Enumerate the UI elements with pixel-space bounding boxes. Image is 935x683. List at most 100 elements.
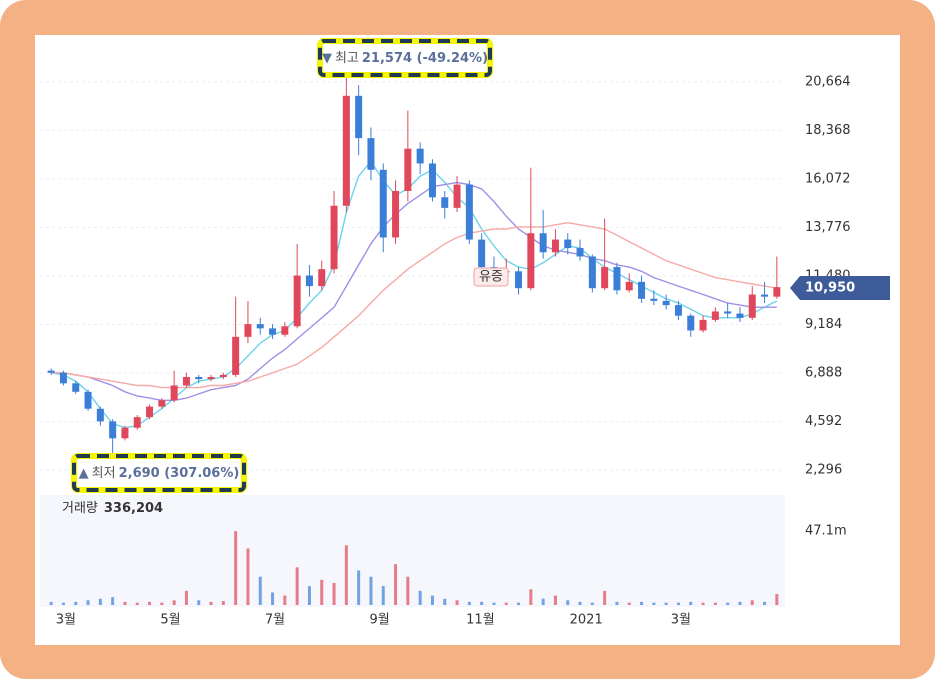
event-badge [473, 267, 509, 287]
volume-bar [603, 590, 607, 605]
low-annotation: ▲ 최저 2,690 (307.06%) [79, 466, 240, 481]
volume-label: 거래량 336,204 [62, 501, 163, 516]
volume-area [40, 495, 785, 607]
volume-last: 336,204 [104, 501, 163, 516]
candle-body [59, 372, 67, 384]
candle-body [293, 275, 301, 327]
volume-bar [332, 583, 336, 605]
candle-body [47, 370, 55, 373]
volume-bar [135, 602, 139, 605]
candle-body [748, 294, 756, 318]
volume-title: 거래량 [62, 501, 98, 516]
volume-bar [713, 602, 717, 605]
volume-bar [197, 600, 201, 605]
candle-body [564, 239, 572, 249]
candle-body [121, 427, 129, 439]
volume-bar [443, 598, 447, 605]
volume-bar [49, 601, 53, 605]
candle-body [244, 324, 252, 337]
volume-bar [307, 586, 311, 605]
volume-bar [640, 601, 644, 605]
volume-bar [148, 601, 152, 605]
candle-body [392, 190, 400, 238]
volume-bar [664, 602, 668, 605]
volume-bar [652, 602, 656, 605]
current-price: 10,950 [805, 281, 855, 296]
candle-body [515, 271, 523, 289]
candle-body [232, 336, 240, 375]
volume-bar [590, 602, 594, 605]
event-marker: 유증 [479, 270, 503, 285]
low-annotation-box-dash [72, 454, 246, 492]
candle-body [207, 376, 215, 380]
candle-body [674, 305, 682, 316]
volume-bar [750, 600, 754, 605]
candle-body [478, 239, 486, 268]
volume-bar [480, 601, 484, 605]
volume-bar [726, 602, 730, 605]
volume-bar [221, 601, 225, 605]
high-annotation-marker: ▼ [322, 51, 332, 66]
volume-bar [430, 595, 434, 605]
candle-body [379, 169, 387, 238]
x-tick-label: 7월 [265, 613, 285, 628]
candle-body [441, 197, 449, 208]
candle-body [724, 311, 732, 314]
x-tick-label: 3월 [56, 613, 76, 628]
volume-bar [394, 564, 398, 605]
candle-body [625, 281, 633, 291]
candle-body [428, 163, 436, 198]
candle-body [527, 233, 535, 289]
candle-body [539, 233, 547, 253]
volume-bar [455, 600, 459, 605]
candle-body [453, 184, 461, 208]
low-annotation-label: 최저 [92, 466, 116, 481]
candle-body [305, 275, 313, 287]
candle-body [773, 287, 781, 297]
volume-bar [676, 602, 680, 605]
candle-body [342, 95, 350, 206]
volume-bar [320, 579, 324, 605]
volume-bar [61, 602, 65, 605]
candle-body [588, 256, 596, 289]
y-tick-label: 20,664 [805, 74, 851, 89]
volume-bar [775, 594, 779, 605]
y-tick-label: 9,184 [805, 317, 842, 332]
volume-bar [184, 590, 188, 605]
volume-bar [283, 595, 287, 605]
volume-bar [160, 602, 164, 605]
volume-bar [701, 602, 705, 605]
volume-bar [566, 600, 570, 605]
volume-bar [517, 602, 521, 605]
x-tick-label: 9월 [369, 613, 389, 628]
low-annotation-text: 2,690 (307.06%) [119, 466, 240, 481]
x-tick-label: 3월 [671, 613, 691, 628]
candle-body [699, 319, 707, 331]
candle-body [404, 148, 412, 191]
candle-body [281, 326, 289, 335]
moving-average [51, 181, 777, 401]
candle-body [576, 248, 584, 257]
high-annotation-text: 21,574 (-49.24%) [362, 51, 488, 66]
x-tick-label: 5월 [160, 613, 180, 628]
candle-body [146, 406, 154, 418]
candle-body [219, 374, 227, 377]
volume-bar [553, 595, 557, 605]
y-tick-label: 4,592 [805, 414, 842, 429]
high-annotation-box-dash [318, 39, 492, 77]
candle-body [170, 385, 178, 401]
y-tick-label: 16,072 [805, 171, 851, 186]
candle-body [158, 400, 166, 407]
candle-body [601, 267, 609, 289]
volume-bar [529, 589, 533, 605]
volume-bar [209, 601, 213, 605]
candle-body [330, 205, 338, 270]
y-tick-label: 18,368 [805, 123, 851, 138]
y-tick-label: 13,776 [805, 220, 851, 235]
volume-tick-label: 47.1m [805, 523, 847, 538]
volume-bar [467, 601, 471, 605]
volume-bar [504, 602, 508, 605]
volume-bar [763, 601, 767, 605]
